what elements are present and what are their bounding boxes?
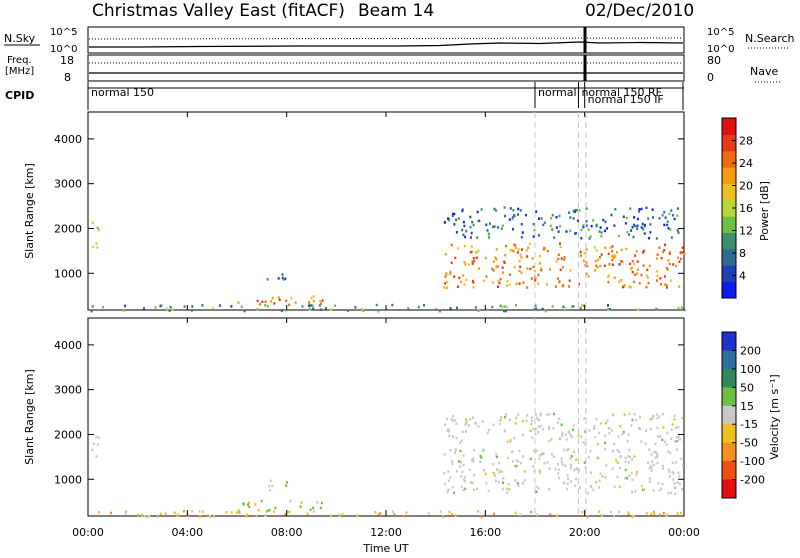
y-tick-label: 3000 (54, 384, 82, 397)
power-colorbar-tick: 24 (739, 157, 753, 170)
power-echo-region-4 (443, 206, 680, 240)
velocity-colorbar-tick: -100 (740, 455, 765, 468)
power-echo-region-0 (91, 221, 100, 249)
noise-left-label: N.Sky (4, 32, 36, 45)
beam-label: Beam 14 (358, 1, 434, 21)
velocity-colorbar-tick: -50 (740, 437, 758, 450)
y-tick-label: 1000 (54, 267, 82, 280)
cpid-segment-0: normal 150 (91, 86, 154, 99)
noise-sky-trace (89, 41, 684, 48)
cpid-panel: CPID normal 150 normal normal 150 RFnormal… (5, 82, 684, 110)
velocity-echo-region-2 (268, 479, 288, 492)
velocity-y-axis-label: Slant Range [km] (23, 369, 36, 465)
velocity-colorbar-tick: -15 (740, 418, 758, 431)
freq-label-1: Freq. (7, 55, 32, 66)
power-echo-region-2 (266, 273, 287, 281)
x-tick-label: 08:00 (271, 526, 303, 539)
cpid-segment-3: normal 150 IF (588, 93, 664, 106)
freq-right-tick-bottom: 0 (707, 71, 714, 84)
x-tick-label: 20:00 (569, 526, 601, 539)
noise-left-tick-top: 10^5 (50, 27, 77, 38)
x-tick-label: 00:00 (668, 526, 700, 539)
cpid-segment-2: normal 150 RF (581, 86, 662, 99)
velocity-colorbar-tick: 100 (740, 363, 761, 376)
velocity-echo-region-4 (444, 412, 684, 446)
nave-label: Nave (750, 65, 778, 78)
freq-label-2: [MHz] (5, 66, 34, 77)
plot-title: Christmas Valley East (fitACF) (92, 1, 345, 21)
power-plot-area (87, 111, 685, 311)
x-tick-label: 00:00 (72, 526, 104, 539)
velocity-panel: Slant Range [km] 1000 2000 3000 4000 00:00 0… (23, 112, 781, 555)
power-colorbar-tick: 4 (739, 270, 746, 283)
velocity-plot-area (87, 317, 685, 517)
power-colorbar-tick: 16 (739, 202, 753, 215)
noise-left-tick-bottom: 10^0 (50, 44, 77, 55)
power-colorbar-tick: 20 (739, 180, 753, 193)
noise-panel: N.Sky 10^5 10^0 10^5 10^0 N.Search (4, 26, 795, 55)
x-axis-label: Time UT (362, 542, 408, 554)
velocity-echo-region-1 (237, 499, 323, 513)
freq-right-tick-top: 80 (707, 54, 721, 67)
velocity-colorbar-tick: 50 (740, 381, 754, 394)
x-tick-label: 04:00 (171, 526, 203, 539)
date-label: 02/Dec/2010 (585, 1, 694, 21)
y-tick-label: 1000 (54, 473, 82, 486)
y-tick-label: 4000 (54, 339, 82, 352)
y-tick-label: 3000 (54, 178, 82, 191)
cpid-segment-1: normal (538, 86, 577, 99)
noise-search-trace (88, 37, 684, 40)
velocity-colorbar-tick: 200 (740, 344, 761, 357)
y-tick-label: 2000 (54, 428, 82, 441)
noise-right-label: N.Search (745, 32, 795, 45)
freq-panel: Freq. [MHz] 18 8 80 0 Nave (5, 54, 780, 84)
y-tick-label: 2000 (54, 222, 82, 235)
velocity-echo-region-0 (91, 435, 100, 458)
power-colorbar-tick: 8 (739, 247, 746, 260)
velocity-colorbar-tick: -200 (740, 474, 765, 487)
power-echo-region-5 (90, 303, 686, 313)
power-echo-region-1 (237, 295, 324, 307)
noise-right-tick-top: 10^5 (707, 27, 734, 38)
power-y-axis-label: Slant Range [km] (23, 163, 36, 259)
x-tick-label: 16:00 (469, 526, 501, 539)
cpid-label: CPID (5, 89, 34, 102)
freq-left-tick-bottom: 8 (64, 71, 71, 84)
freq-left-tick-top: 18 (60, 54, 74, 67)
power-panel: Slant Range [km] 1000 2000 3000 4000 4 8 12 16… (23, 111, 771, 313)
velocity-echo-region-3 (443, 447, 684, 496)
velocity-colorbar-tick: 15 (740, 400, 754, 413)
velocity-colorbar-label: Velocity [m s⁻¹] (768, 374, 781, 459)
noise-right-tick-bottom: 10^0 (707, 44, 734, 55)
power-colorbar-tick: 28 (739, 135, 753, 148)
power-echo-region-3 (443, 242, 686, 290)
power-colorbar-tick: 12 (739, 225, 753, 238)
y-tick-label: 4000 (54, 133, 82, 146)
power-colorbar-label: Power [dB] (758, 181, 771, 241)
x-tick-label: 12:00 (370, 526, 402, 539)
